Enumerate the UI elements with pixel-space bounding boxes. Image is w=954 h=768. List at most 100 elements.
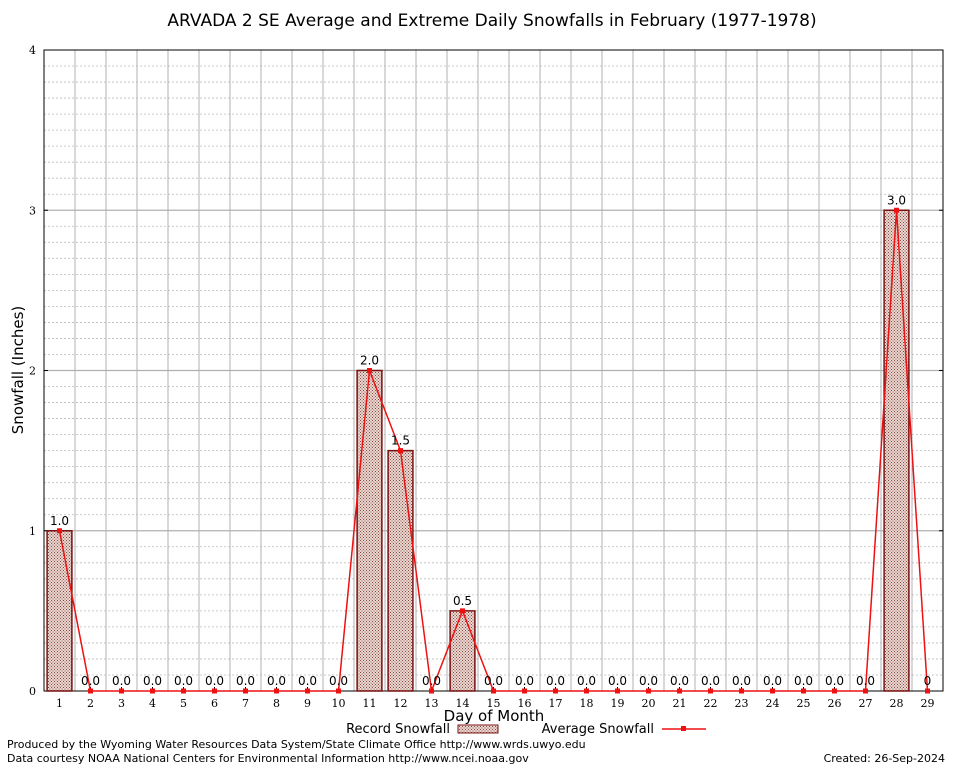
y-axis: 0 1 2 3 4 [29,44,943,698]
data-label: 0 [924,674,932,688]
data-label: 0.0 [329,674,348,688]
average-snowfall-point [863,688,868,694]
average-snowfall-point [150,688,155,694]
data-label: 0.0 [484,674,503,688]
bars [46,209,910,692]
y-tick-label: 4 [29,44,36,57]
footer-created: Created: 26-Sep-2024 [824,752,945,765]
y-tick-label: 1 [29,525,36,538]
average-snowfall-point [708,688,713,694]
data-label: 0.5 [453,594,472,608]
data-label: 2.0 [360,354,379,368]
x-tick-label: 20 [642,697,656,710]
x-tick-label: 5 [180,697,187,710]
data-label: 0.0 [608,674,627,688]
x-tick-label: 11 [363,697,377,710]
x-tick-label: 3 [118,697,125,710]
average-snowfall-point [553,688,558,694]
average-snowfall-point [212,688,217,694]
chart-title: ARVADA 2 SE Average and Extreme Daily Sn… [167,11,816,31]
data-label: 0.0 [205,674,224,688]
x-tick-label: 8 [273,697,280,710]
grid [44,50,943,691]
average-snowfall-point [305,688,310,694]
average-snowfall-point [57,528,62,534]
average-snowfall-point [181,688,186,694]
x-tick-label: 29 [921,697,935,710]
average-line [57,207,930,694]
average-snowfall-point [274,688,279,694]
average-snowfall-point [522,688,527,694]
x-tick-label: 13 [425,697,439,710]
data-label: 0.0 [112,674,131,688]
y-tick-label: 0 [29,685,36,698]
average-snowfall-point [894,207,899,213]
data-label: 0.0 [577,674,596,688]
average-snowfall-point [739,688,744,694]
average-snowfall-point [460,608,465,614]
average-snowfall-point [491,688,496,694]
data-label: 1.0 [50,514,69,528]
x-tick-label: 22 [704,697,718,710]
legend-record-label: Record Snowfall [346,722,450,737]
data-label: 0.0 [639,674,658,688]
legend-average-label: Average Snowfall [542,722,654,737]
x-tick-label: 24 [766,697,780,710]
x-tick-label: 9 [304,697,311,710]
data-label: 0.0 [670,674,689,688]
data-label: 0.0 [732,674,751,688]
data-label: 0.0 [174,674,193,688]
x-tick-label: 15 [487,697,501,710]
legend: Record Snowfall Average Snowfall [346,722,706,737]
average-snowfall-point [801,688,806,694]
average-snowfall-point [88,688,93,694]
x-tick-label: 19 [611,697,625,710]
footer-credit-1: Produced by the Wyoming Water Resources … [7,738,586,751]
data-label: 0.0 [143,674,162,688]
average-snowfall-point [925,688,930,694]
data-label: 0.0 [422,674,441,688]
average-snowfall-point [770,688,775,694]
x-tick-label: 6 [211,697,218,710]
average-snowfall-point [615,688,620,694]
x-tick-label: 27 [859,697,873,710]
x-tick-label: 1 [56,697,63,710]
data-label: 0.0 [267,674,286,688]
footer-credit-2: Data courtesy NOAA National Centers for … [7,752,529,765]
record-snowfall-bar [387,449,414,692]
average-snowfall-point [367,368,372,373]
data-label: 0.0 [515,674,534,688]
x-tick-label: 18 [580,697,594,710]
data-label: 0.0 [825,674,844,688]
x-tick-label: 21 [673,697,687,710]
record-snowfall-bar [449,610,476,692]
record-snowfall-bar [883,209,910,692]
data-labels: 1.0 0.0 0.0 0.0 0.0 0.0 0.0 0.0 0.0 0.0 2.0 1.5 0.0 0… [50,193,931,688]
data-label: 0.0 [794,674,813,688]
average-snowfall-point [646,688,651,694]
legend-record-swatch [457,724,499,734]
data-label: 1.5 [391,434,410,448]
data-label: 0.0 [298,674,317,688]
average-snowfall-point [336,688,341,694]
average-snowfall-point [677,688,682,694]
data-label: 3.0 [887,193,906,207]
data-label: 0.0 [701,674,720,688]
average-snowfall-point [832,688,837,694]
x-tick-label: 17 [549,697,563,710]
data-label: 0.0 [763,674,782,688]
x-tick-label: 25 [797,697,811,710]
x-tick-label: 4 [149,697,156,710]
average-snowfall-point [119,688,124,694]
x-tick-label: 16 [518,697,532,710]
data-label: 0.0 [236,674,255,688]
average-snowfall-point [584,688,589,694]
x-tick-label: 10 [332,697,346,710]
x-axis-label: Day of Month [444,707,545,725]
y-tick-label: 2 [29,365,36,378]
x-tick-label: 28 [890,697,904,710]
record-snowfall-bar [46,530,73,692]
data-label: 0.0 [546,674,565,688]
record-snowfall-bar [356,369,383,692]
